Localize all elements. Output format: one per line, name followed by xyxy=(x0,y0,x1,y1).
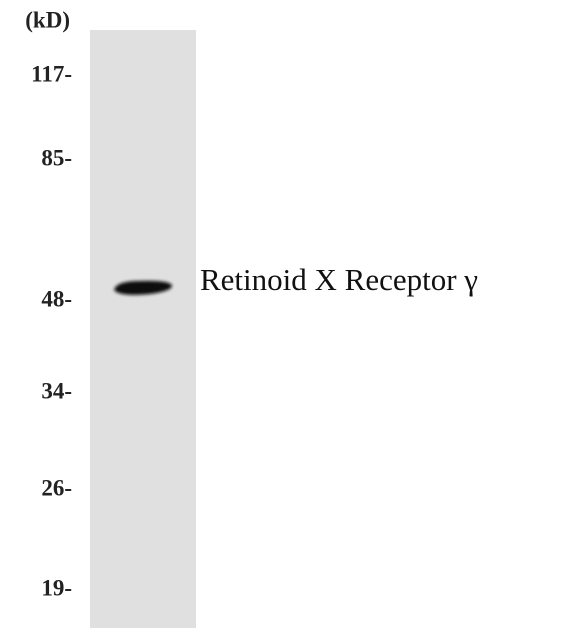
blot-figure: (kD) 117- 85- 48- 34- 26- 19- Retinoid X Rece… xyxy=(0,0,574,628)
unit-label: (kD) xyxy=(25,7,70,32)
marker-label: 48- xyxy=(41,286,72,311)
marker-label: 19- xyxy=(41,575,72,600)
marker-label: 117- xyxy=(31,61,72,86)
marker-label: 26- xyxy=(41,475,72,500)
marker-labels: 117- 85- 48- 34- 26- 19- xyxy=(31,61,72,600)
marker-label: 34- xyxy=(41,378,72,403)
marker-label: 85- xyxy=(41,145,72,170)
lane xyxy=(90,30,196,628)
band-label: Retinoid X Receptor γ xyxy=(200,262,478,297)
